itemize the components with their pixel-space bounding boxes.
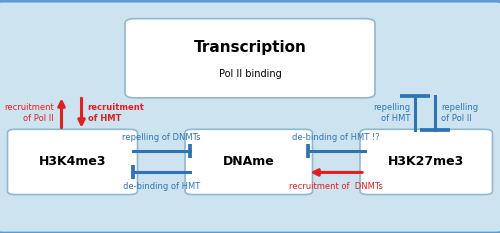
FancyBboxPatch shape — [8, 129, 138, 195]
Text: recruitment
of HMT: recruitment of HMT — [88, 103, 144, 123]
Text: repelling of DNMTs: repelling of DNMTs — [122, 133, 200, 142]
Text: de-binding of HMT: de-binding of HMT — [122, 182, 200, 191]
Text: H3K4me3: H3K4me3 — [39, 155, 106, 168]
Text: Pol II binding: Pol II binding — [218, 69, 282, 79]
Text: H3K27me3: H3K27me3 — [388, 155, 464, 168]
Text: Transcription: Transcription — [194, 40, 306, 55]
FancyBboxPatch shape — [185, 129, 312, 195]
Text: recruitment
of Pol II: recruitment of Pol II — [4, 103, 54, 123]
Text: DNAme: DNAme — [223, 155, 274, 168]
Text: repelling
of HMT: repelling of HMT — [373, 103, 410, 123]
FancyBboxPatch shape — [360, 129, 492, 195]
Text: recruitment of  DNMTs: recruitment of DNMTs — [290, 182, 383, 191]
Text: de-binding of HMT !?: de-binding of HMT !? — [292, 133, 380, 142]
Text: repelling
of Pol II: repelling of Pol II — [442, 103, 478, 123]
FancyBboxPatch shape — [125, 19, 375, 98]
